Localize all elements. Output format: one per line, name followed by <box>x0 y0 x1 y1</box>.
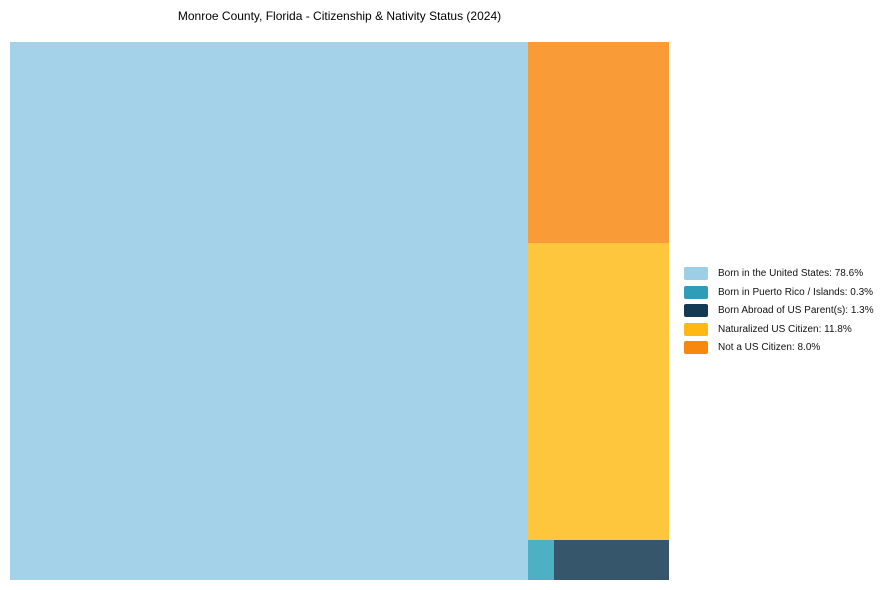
legend-item-born-abroad-us-parents: Born Abroad of US Parent(s): 1.3% <box>684 304 874 317</box>
treemap-right-column <box>527 42 669 580</box>
legend-swatch-born-abroad-us-parents <box>684 304 708 317</box>
legend-swatch-born-in-puerto-rico <box>684 285 708 299</box>
legend-label-not-a-us-citizen: Not a US Citizen: 8.0% <box>718 342 821 353</box>
treemap-segment-born-abroad-us-parents[interactable] <box>554 539 669 580</box>
legend-item-not-a-us-citizen: Not a US Citizen: 8.0% <box>684 341 874 354</box>
legend-swatch-born-in-us <box>684 267 708 280</box>
legend-item-born-in-us: Born in the United States: 78.6% <box>684 267 874 280</box>
treemap-segment-born-in-puerto-rico[interactable] <box>527 539 555 580</box>
legend: Born in the United States: 78.6% Born in… <box>684 267 874 354</box>
treemap-segment-born-in-us[interactable] <box>10 42 528 580</box>
legend-label-born-in-us: Born in the United States: 78.6% <box>718 268 864 279</box>
legend-label-born-in-puerto-rico: Born in Puerto Rico / Islands: 0.3% <box>718 286 874 298</box>
treemap-segment-not-a-us-citizen[interactable] <box>527 42 669 244</box>
chart-title: Monroe County, Florida - Citizenship & N… <box>177 9 502 23</box>
legend-swatch-not-a-us-citizen <box>684 341 708 354</box>
legend-swatch-naturalized-us-citizen <box>684 322 708 336</box>
treemap-plot-area <box>10 42 669 580</box>
legend-item-born-in-puerto-rico: Born in Puerto Rico / Islands: 0.3% <box>684 285 874 299</box>
legend-label-born-abroad-us-parents: Born Abroad of US Parent(s): 1.3% <box>718 305 874 316</box>
legend-item-naturalized-us-citizen: Naturalized US Citizen: 11.8% <box>684 322 874 336</box>
treemap-segment-naturalized-us-citizen[interactable] <box>527 243 669 540</box>
treemap-bottom-row <box>527 539 669 580</box>
legend-label-naturalized-us-citizen: Naturalized US Citizen: 11.8% <box>718 323 852 335</box>
